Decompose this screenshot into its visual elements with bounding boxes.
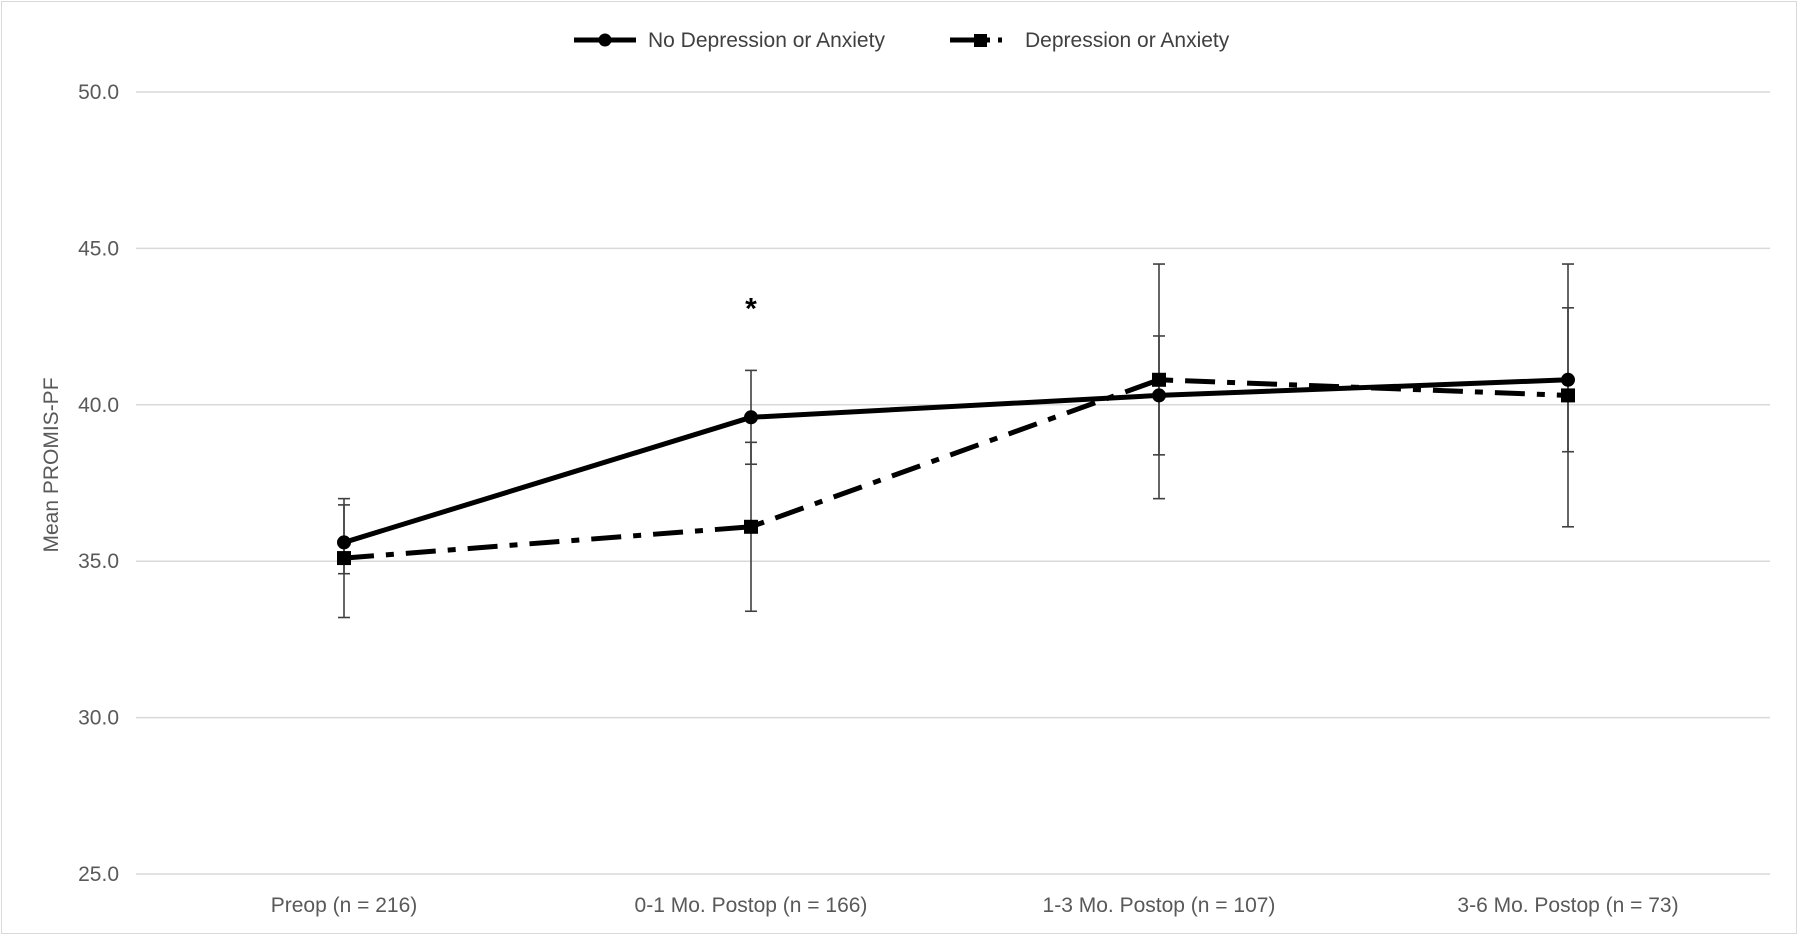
point-s1-3 [1561,388,1575,403]
point-s1-1 [744,519,758,534]
legend-marker-0 [598,33,612,47]
y-axis-title: Mean PROMIS-PF [40,377,63,552]
legend-label-0: No Depression or Anxiety [648,29,885,52]
point-s0-0 [337,535,351,550]
y-tick-label-3: 40.0 [78,394,119,417]
x-tick-label-0: Preop (n = 216) [271,894,418,917]
y-tick-label-2: 35.0 [78,550,119,573]
y-tick-label-0: 25.0 [78,863,119,886]
x-axis-ticks: Preop (n = 216) 0-1 Mo. Postop (n = 166) 1… [271,894,1679,917]
y-tick-label-1: 30.0 [78,707,119,730]
annotation-0: * [745,293,757,326]
series-line-0 [343,377,1569,545]
error-bar-s1-2 [1153,263,1165,456]
series-markers [337,372,1575,566]
x-tick-label-3: 3-6 Mo. Postop (n = 73) [1457,894,1678,917]
legend-label-1: Depression or Anxiety [1025,29,1230,52]
y-tick-label-5: 50.0 [78,81,119,104]
gridlines [136,91,1770,875]
x-tick-label-2: 1-3 Mo. Postop (n = 107) [1043,894,1276,917]
legend: No Depression or Anxiety Depression or A… [574,29,1230,52]
error-bars [338,263,1574,619]
point-s1-0 [337,551,351,566]
point-s0-2 [1152,388,1166,403]
legend-item-0: No Depression or Anxiety [574,29,885,52]
point-s0-3 [1561,372,1575,387]
point-s0-1 [744,410,758,425]
series-lines [343,377,1569,561]
series-line-1 [343,377,1569,561]
legend-item-1: Depression or Anxiety [950,29,1230,52]
legend-marker-1 [974,34,987,47]
annotations: * [745,293,757,326]
y-axis-ticks: 25.0 30.0 35.0 40.0 45.0 50.0 [78,81,119,886]
x-tick-label-1: 0-1 Mo. Postop (n = 166) [635,894,868,917]
point-s1-2 [1152,372,1166,387]
y-tick-label-4: 45.0 [78,237,119,260]
